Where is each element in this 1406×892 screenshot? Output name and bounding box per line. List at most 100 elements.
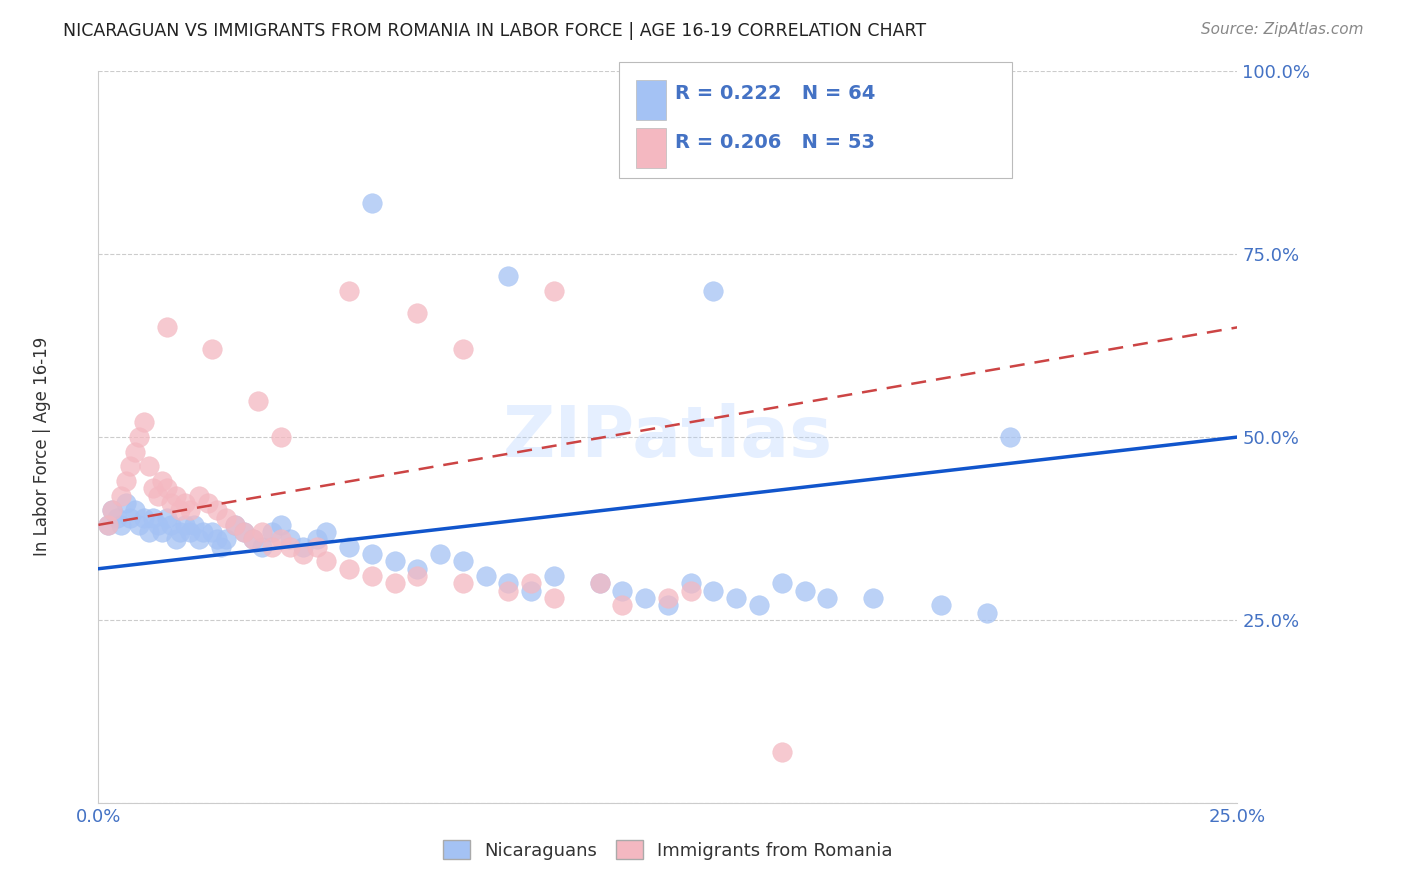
- Point: [128, 517, 150, 532]
- Point: [384, 576, 406, 591]
- Point: [205, 533, 228, 547]
- Legend: Nicaraguans, Immigrants from Romania: Nicaraguans, Immigrants from Romania: [436, 833, 900, 867]
- Text: R = 0.206   N = 53: R = 0.206 N = 53: [675, 133, 875, 153]
- Point: [138, 459, 160, 474]
- Point: [187, 533, 209, 547]
- Point: [156, 510, 179, 524]
- Point: [498, 576, 520, 591]
- Point: [748, 599, 770, 613]
- Point: [657, 599, 679, 613]
- Text: R = 0.222   N = 64: R = 0.222 N = 64: [675, 84, 876, 103]
- Point: [612, 583, 634, 598]
- Point: [138, 525, 160, 540]
- Point: [114, 496, 136, 510]
- Point: [451, 343, 474, 357]
- Point: [114, 474, 136, 488]
- Point: [520, 583, 543, 598]
- Point: [124, 444, 146, 458]
- Point: [679, 576, 702, 591]
- Point: [315, 525, 337, 540]
- Point: [215, 533, 238, 547]
- Point: [429, 547, 451, 561]
- Point: [278, 540, 301, 554]
- Point: [233, 525, 256, 540]
- Point: [337, 562, 360, 576]
- Point: [165, 533, 187, 547]
- Point: [179, 503, 201, 517]
- Point: [929, 599, 952, 613]
- Point: [201, 525, 224, 540]
- Point: [183, 517, 205, 532]
- Point: [292, 540, 315, 554]
- Point: [862, 591, 884, 605]
- Point: [976, 606, 998, 620]
- Point: [315, 554, 337, 568]
- Point: [270, 517, 292, 532]
- Point: [146, 489, 169, 503]
- Point: [246, 393, 269, 408]
- Point: [224, 517, 246, 532]
- Point: [360, 547, 382, 561]
- Point: [174, 496, 197, 510]
- Point: [451, 576, 474, 591]
- Text: NICARAGUAN VS IMMIGRANTS FROM ROMANIA IN LABOR FORCE | AGE 16-19 CORRELATION CHA: NICARAGUAN VS IMMIGRANTS FROM ROMANIA IN…: [63, 22, 927, 40]
- Point: [702, 583, 724, 598]
- Point: [725, 591, 748, 605]
- Point: [179, 525, 201, 540]
- Point: [128, 430, 150, 444]
- Point: [142, 510, 165, 524]
- Point: [193, 525, 215, 540]
- Point: [307, 540, 329, 554]
- Point: [498, 269, 520, 284]
- Point: [406, 562, 429, 576]
- Point: [150, 474, 173, 488]
- Point: [451, 554, 474, 568]
- Point: [160, 496, 183, 510]
- Point: [337, 284, 360, 298]
- Point: [770, 576, 793, 591]
- Point: [242, 533, 264, 547]
- Point: [679, 583, 702, 598]
- Point: [588, 576, 610, 591]
- Point: [498, 583, 520, 598]
- Point: [252, 525, 274, 540]
- Point: [101, 503, 124, 517]
- Text: ZIPatlas: ZIPatlas: [503, 402, 832, 472]
- Point: [169, 503, 191, 517]
- Point: [165, 489, 187, 503]
- Point: [120, 459, 142, 474]
- Point: [110, 489, 132, 503]
- Point: [588, 576, 610, 591]
- Point: [307, 533, 329, 547]
- Point: [105, 510, 128, 524]
- Point: [96, 517, 118, 532]
- Point: [278, 533, 301, 547]
- Point: [174, 517, 197, 532]
- Point: [201, 343, 224, 357]
- Point: [292, 547, 315, 561]
- Point: [233, 525, 256, 540]
- Point: [242, 533, 264, 547]
- Point: [197, 496, 219, 510]
- Point: [209, 540, 232, 554]
- Point: [160, 517, 183, 532]
- Point: [205, 503, 228, 517]
- Text: Source: ZipAtlas.com: Source: ZipAtlas.com: [1201, 22, 1364, 37]
- Point: [169, 525, 191, 540]
- Point: [260, 540, 283, 554]
- Text: In Labor Force | Age 16-19: In Labor Force | Age 16-19: [34, 336, 51, 556]
- Point: [543, 569, 565, 583]
- Point: [406, 569, 429, 583]
- Point: [998, 430, 1021, 444]
- Point: [224, 517, 246, 532]
- Point: [120, 510, 142, 524]
- Point: [612, 599, 634, 613]
- Point: [360, 569, 382, 583]
- Point: [252, 540, 274, 554]
- Point: [215, 510, 238, 524]
- Point: [270, 430, 292, 444]
- Point: [132, 510, 155, 524]
- Point: [474, 569, 496, 583]
- Point: [150, 525, 173, 540]
- Point: [156, 481, 179, 495]
